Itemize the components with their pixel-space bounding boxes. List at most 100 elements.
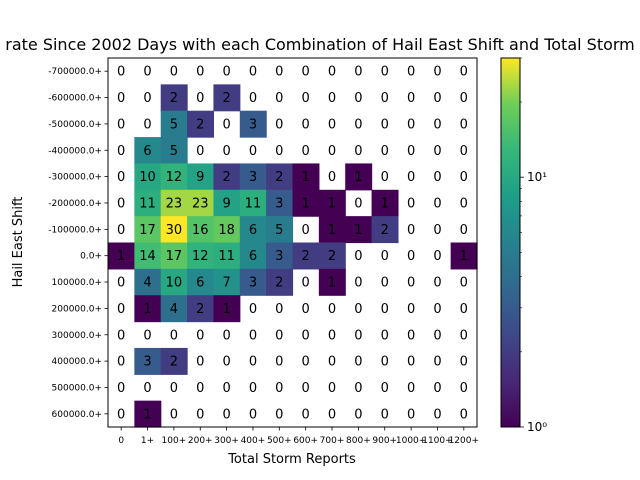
- x-tick-label: 700+: [320, 436, 345, 446]
- cell-value-label: 0: [381, 407, 389, 422]
- cell-value-label: 0: [407, 196, 415, 211]
- cell-value-label: 0: [328, 117, 336, 132]
- heatmap-cell: [134, 268, 162, 296]
- cell-value-label: 0: [302, 302, 310, 317]
- cell-value-labels: 0 0 0 0 0 0 0 0 0 0 0 0 0 00 0 2 0 2 0 0 0 0 0 0 0 0 00 0 5 2 0 3 0 0 0 0 0 0…: [117, 65, 468, 423]
- heatmap-cell: [108, 242, 135, 270]
- cell-value-label: 0: [381, 355, 389, 370]
- x-tick-label: 400+: [241, 436, 266, 446]
- x-axis-ticks: 0 1+ 100+ 200+ 300+ 400+ 500+ 600+ 700+ 800+ 900+1…: [118, 427, 479, 446]
- heatmap-cell: [239, 163, 267, 191]
- cell-value-label: 0: [460, 355, 468, 370]
- heatmap-cell: [187, 242, 215, 270]
- cell-value-label: 0: [433, 170, 441, 185]
- cell-value-label: 0: [354, 328, 362, 343]
- cell-value-label: 6: [249, 223, 257, 238]
- cell-value-label: 0: [222, 381, 230, 396]
- cell-value-label: 0: [196, 381, 204, 396]
- heatmap-cell: [187, 189, 215, 217]
- cell-value-label: 10: [166, 276, 183, 291]
- cell-value-label: 0: [328, 407, 336, 422]
- heatmap-cell: [450, 242, 478, 270]
- cell-value-label: 0: [381, 170, 389, 185]
- heatmap-cell: [213, 216, 241, 244]
- cell-value-label: 0: [222, 65, 230, 80]
- cell-value-label: 0: [275, 65, 283, 80]
- cell-value-label: 9: [196, 170, 204, 185]
- cell-value-label: 0: [433, 302, 441, 317]
- cell-value-label: 0: [249, 381, 257, 396]
- cell-value-label: 2: [275, 170, 283, 185]
- heatmap-cell: [213, 268, 241, 296]
- cell-value-label: 0: [433, 355, 441, 370]
- heatmap-cell: [239, 242, 267, 270]
- cell-value-label: 0: [222, 355, 230, 370]
- cell-value-label: 0: [381, 65, 389, 80]
- colorbar: [500, 57, 521, 428]
- cell-value-label: 0: [249, 328, 257, 343]
- y-axis-ticks: -700000.0+ -600000.0+ -500000.0+ -400000.0+…: [48, 67, 108, 420]
- cell-value-label: 0: [354, 355, 362, 370]
- cell-value-label: 0: [302, 328, 310, 343]
- colorbar-tick-label: 10⁰: [527, 420, 547, 434]
- cell-value-label: 3: [275, 249, 283, 264]
- cell-value-label: 2: [381, 223, 389, 238]
- cell-value-label: 0: [275, 117, 283, 132]
- x-axis-label: Total Storm Reports: [227, 452, 356, 467]
- cell-value-label: 0: [460, 381, 468, 396]
- heatmap-cell: [134, 163, 162, 191]
- x-tick-label: 800+: [346, 436, 371, 446]
- cell-value-label: 0: [381, 328, 389, 343]
- cell-value-label: 0: [249, 355, 257, 370]
- heatmap-cell: [292, 189, 320, 217]
- cell-value-label: 0: [460, 196, 468, 211]
- cell-value-label: 0: [381, 91, 389, 106]
- cell-value-label: 0: [196, 91, 204, 106]
- x-tick-label: 1100+: [422, 436, 452, 446]
- cell-value-label: 0: [117, 170, 125, 185]
- y-tick-label: 100000.0+: [52, 278, 102, 288]
- heatmap-cell: [187, 216, 215, 244]
- y-tick-label: 500000.0+: [52, 383, 102, 393]
- cell-value-label: 0: [460, 223, 468, 238]
- cell-value-label: 1: [143, 407, 151, 422]
- heatmap-cell: [134, 189, 162, 217]
- cell-value-label: 2: [196, 302, 204, 317]
- cell-value-label: 17: [166, 249, 183, 264]
- cell-value-label: 0: [275, 355, 283, 370]
- cell-value-label: 0: [196, 407, 204, 422]
- cell-value-label: 0: [407, 355, 415, 370]
- cell-value-label: 0: [117, 196, 125, 211]
- cell-value-label: 6: [249, 249, 257, 264]
- x-tick-label: 1+: [141, 436, 154, 446]
- cell-value-label: 1: [117, 249, 125, 264]
- heatmap-cell: [239, 216, 267, 244]
- cell-value-label: 6: [196, 276, 204, 291]
- x-tick-label: 1000+: [396, 436, 426, 446]
- cell-value-label: 18: [218, 223, 235, 238]
- cell-value-label: 3: [249, 170, 257, 185]
- cell-value-label: 0: [354, 144, 362, 159]
- cell-value-label: 0: [117, 302, 125, 317]
- x-tick-label: 200+: [188, 436, 213, 446]
- heatmap-cell: [266, 189, 294, 217]
- y-tick-label: 600000.0+: [52, 410, 102, 420]
- cell-value-label: 0: [302, 91, 310, 106]
- heatmap-cell: [371, 216, 399, 244]
- cell-value-label: 0: [275, 302, 283, 317]
- cell-value-label: 0: [170, 381, 178, 396]
- y-tick-label: -400000.0+: [48, 146, 102, 156]
- cell-value-label: 2: [222, 170, 230, 185]
- cell-value-label: 0: [381, 144, 389, 159]
- y-tick-label: -500000.0+: [48, 120, 102, 130]
- cell-value-label: 11: [218, 249, 235, 264]
- cell-value-label: 0: [302, 381, 310, 396]
- cell-value-label: 30: [166, 223, 183, 238]
- cell-value-label: 0: [302, 355, 310, 370]
- cell-value-label: 5: [170, 117, 178, 132]
- cell-value-label: 4: [170, 302, 178, 317]
- cell-value-label: 0: [407, 249, 415, 264]
- cell-value-label: 0: [354, 302, 362, 317]
- heatmap-cell: [187, 163, 215, 191]
- cell-value-label: 0: [117, 144, 125, 159]
